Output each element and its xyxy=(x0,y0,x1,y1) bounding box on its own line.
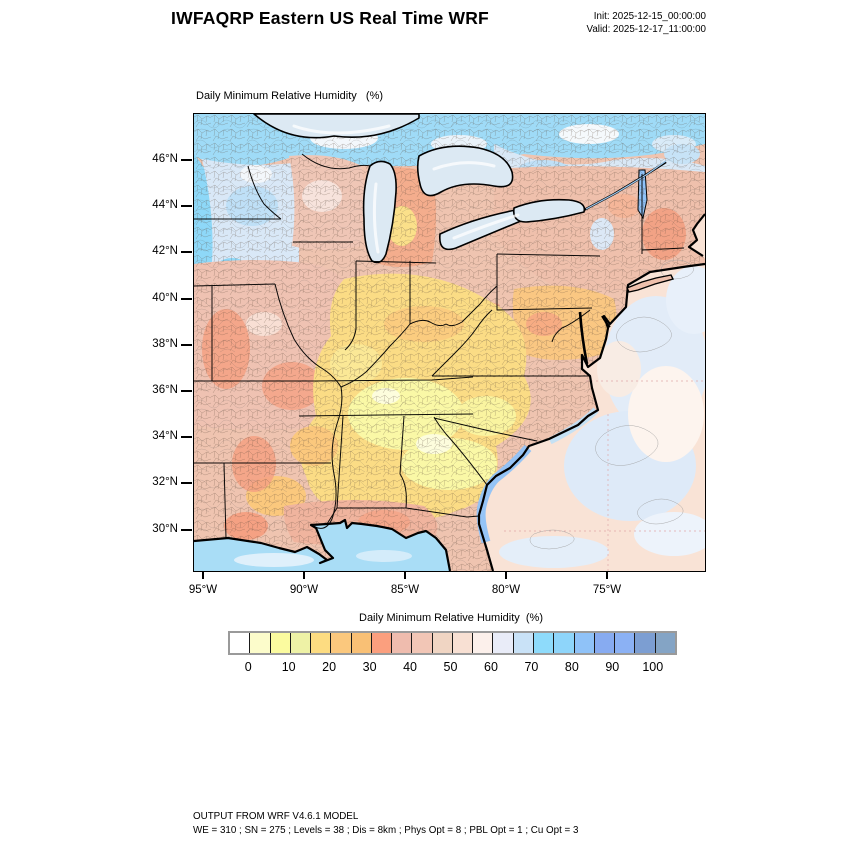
lat-axis-label: 36°N xyxy=(152,384,178,396)
humidity-contour-map xyxy=(194,114,705,571)
colorbar-cell xyxy=(289,633,311,653)
colorbar-tick-label: 50 xyxy=(443,660,458,674)
colorbar-cell xyxy=(411,633,432,653)
lat-axis-label: 32°N xyxy=(152,476,178,488)
valid-time: Valid: 2025-12-17_11:00:00 xyxy=(586,24,706,35)
lat-axis-tick xyxy=(181,205,192,207)
colorbar-tick-label: 30 xyxy=(362,660,377,674)
colorbar xyxy=(228,631,677,655)
colorbar-tick-label: 70 xyxy=(524,660,539,674)
colorbar-tick-label: 40 xyxy=(403,660,417,674)
lat-axis-tick xyxy=(181,159,192,161)
lon-axis-label: 90°W xyxy=(289,584,319,596)
lon-axis-tick xyxy=(404,571,406,579)
colorbar-cell xyxy=(249,633,270,653)
colorbar-cell xyxy=(573,633,594,653)
colorbar-cell xyxy=(634,633,655,653)
colorbar-tick-label: 60 xyxy=(484,660,498,674)
colorbar-cell xyxy=(472,633,493,653)
lon-axis-label: 80°W xyxy=(491,584,521,596)
lat-axis-tick xyxy=(181,436,192,438)
lat-axis-tick xyxy=(181,344,192,346)
lat-axis-label: 40°N xyxy=(152,292,178,304)
lon-axis-tick xyxy=(303,571,305,579)
colorbar-cell xyxy=(391,633,412,653)
lat-axis-tick xyxy=(181,529,192,531)
colorbar-tick-label: 90 xyxy=(605,660,620,674)
colorbar-cell xyxy=(431,633,452,653)
lon-axis-label: 95°W xyxy=(188,584,218,596)
lat-axis-label: 44°N xyxy=(152,199,178,211)
lat-axis-tick xyxy=(181,482,192,484)
colorbar-cell xyxy=(451,633,473,653)
colorbar-tick-label: 10 xyxy=(281,660,296,674)
lat-axis-tick xyxy=(181,390,192,392)
page-title: IWFAQRP Eastern US Real Time WRF xyxy=(171,8,489,28)
colorbar-cell xyxy=(492,633,513,653)
colorbar-tick-label: 80 xyxy=(564,660,579,674)
timestamp-block: Init: 2025-12-15_00:00:00 Valid: 2025-12… xyxy=(430,10,706,36)
colorbar-cell xyxy=(532,633,554,653)
lon-axis-tick xyxy=(505,571,507,579)
colorbar-cell xyxy=(593,633,615,653)
colorbar-cell xyxy=(654,633,675,653)
footer-line2: WE = 310 ; SN = 275 ; Levels = 38 ; Dis … xyxy=(193,824,579,836)
colorbar-tick-label: 0 xyxy=(244,660,252,674)
colorbar-cell xyxy=(350,633,371,653)
footer-text: OUTPUT FROM WRF V4.6.1 MODEL WE = 310 ; … xyxy=(193,810,578,837)
colorbar-ticks: 0 10 20 30 40 50 60 70 80 90 100 xyxy=(228,660,673,676)
lat-axis-tick xyxy=(181,251,192,253)
colorbar-cell xyxy=(614,633,635,653)
colorbar-title: Daily Minimum Relative Humidity (%) xyxy=(359,612,543,624)
colorbar-tick-label: 20 xyxy=(322,660,337,674)
lat-axis-label: 42°N xyxy=(152,245,178,257)
init-time: Init: 2025-12-15_00:00:00 xyxy=(593,11,706,22)
lon-axis-label: 85°W xyxy=(390,584,420,596)
colorbar-tick-label: 100 xyxy=(642,660,664,674)
colorbar-cell xyxy=(512,633,533,653)
field-title: Daily Minimum Relative Humidity (%) xyxy=(196,90,384,102)
lat-axis-tick xyxy=(181,298,192,300)
lon-axis-label: 75°W xyxy=(592,584,622,596)
lat-axis-label: 38°N xyxy=(152,338,178,350)
lat-axis-label: 30°N xyxy=(152,523,178,535)
colorbar-cell xyxy=(553,633,574,653)
lon-axis-tick xyxy=(606,571,608,579)
colorbar-cell xyxy=(310,633,331,653)
map-plot-area xyxy=(193,113,706,572)
lon-axis-tick xyxy=(202,571,204,579)
colorbar-cell xyxy=(230,633,250,653)
lat-axis-label: 34°N xyxy=(152,430,178,442)
lat-axis-label: 46°N xyxy=(152,153,178,165)
colorbar-cell xyxy=(330,633,351,653)
colorbar-cell xyxy=(269,633,290,653)
footer-line1: OUTPUT FROM WRF V4.6.1 MODEL xyxy=(193,811,359,822)
colorbar-cell xyxy=(370,633,392,653)
